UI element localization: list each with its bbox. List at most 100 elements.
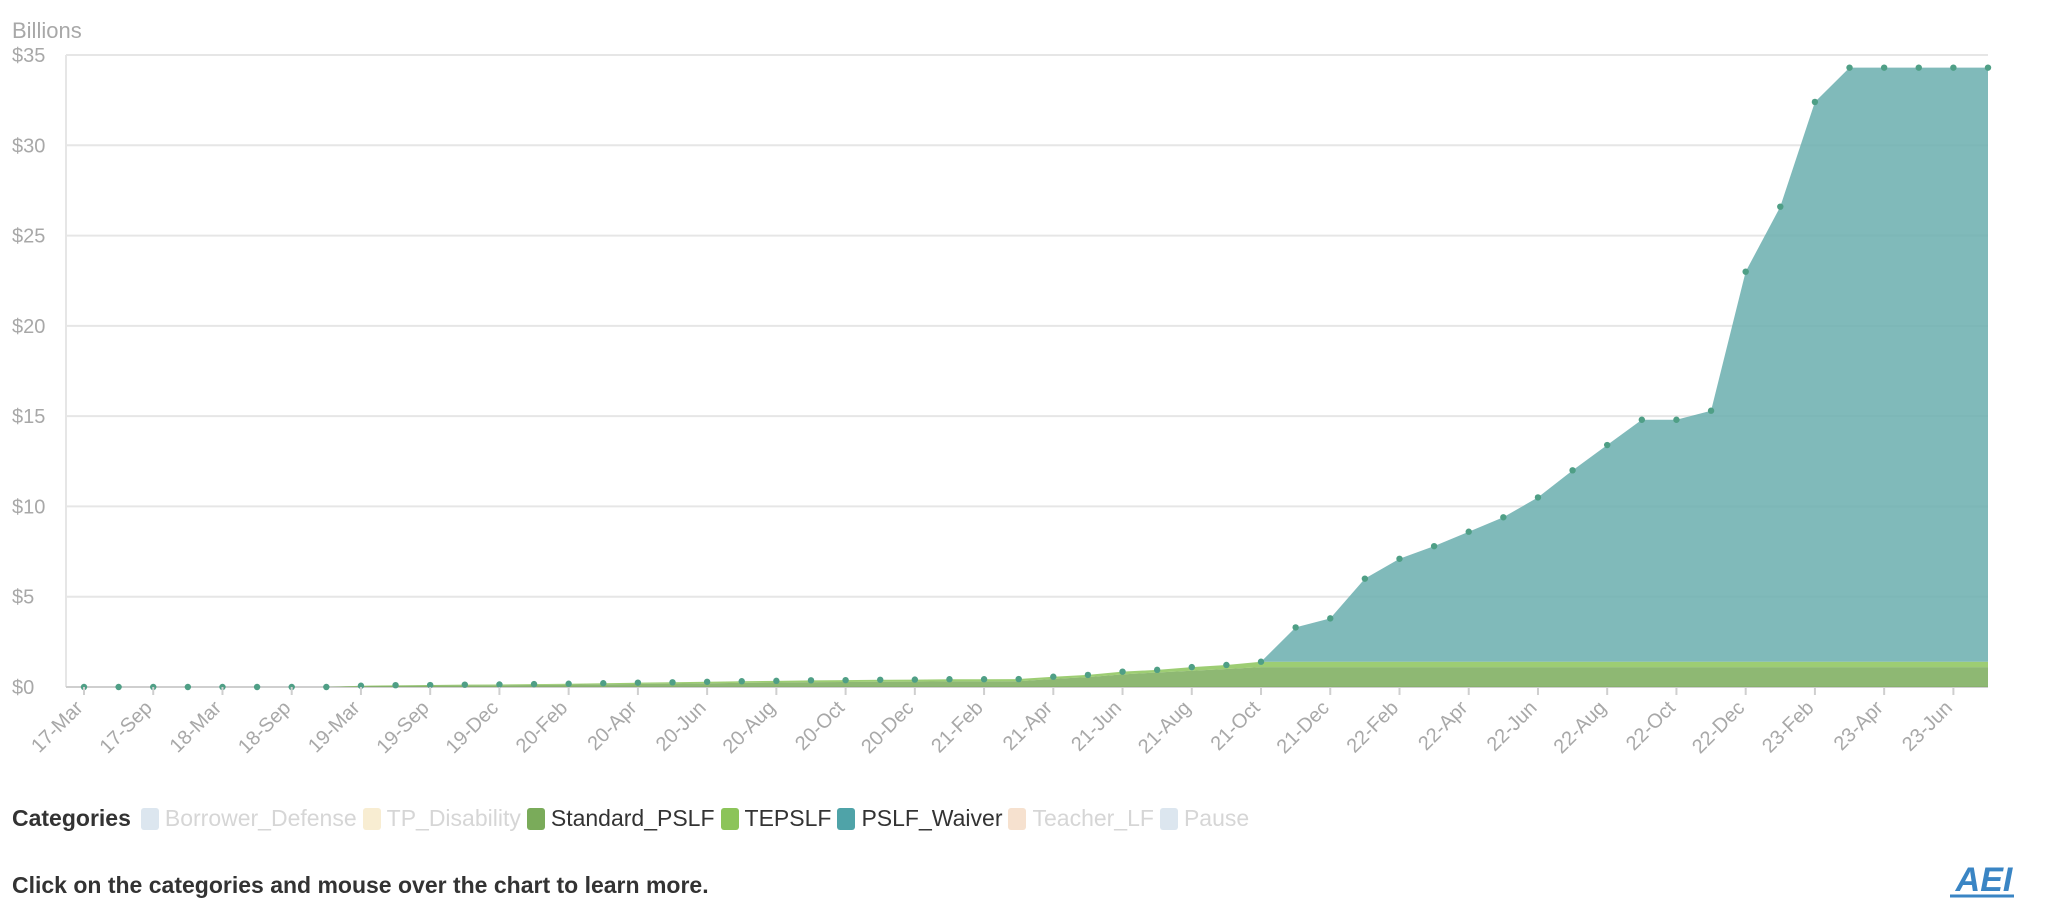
data-point[interactable] [911, 676, 919, 683]
x-tick-label: 22-Feb [1343, 697, 1403, 757]
data-point[interactable] [1223, 661, 1230, 669]
y-tick-label: $5 [12, 587, 34, 609]
data-point[interactable] [1846, 64, 1853, 71]
x-tick-label: 22-Dec [1688, 697, 1749, 758]
data-point[interactable] [1534, 494, 1542, 501]
data-point[interactable] [1257, 658, 1265, 665]
data-point[interactable] [530, 680, 538, 688]
legend-title: Categories [12, 805, 131, 831]
legend-swatch [1008, 807, 1027, 830]
data-point[interactable] [1500, 514, 1507, 521]
data-point[interactable] [496, 681, 503, 688]
x-tick-label: 19-Sep [373, 697, 434, 758]
data-point[interactable] [461, 681, 468, 688]
data-point[interactable] [703, 678, 711, 685]
x-tick-label: 21-Jun [1067, 697, 1126, 756]
data-point[interactable] [1950, 64, 1957, 71]
legend-label: TEPSLF [744, 805, 832, 831]
y-tick-label: $25 [12, 226, 45, 248]
data-point[interactable] [669, 679, 676, 686]
data-point[interactable] [946, 676, 953, 683]
legend-label: Pause [1183, 805, 1250, 831]
data-point[interactable] [1880, 64, 1888, 71]
x-tick-label: 18-Mar [166, 697, 227, 758]
legend-label: TP_Disability [386, 805, 521, 831]
data-point[interactable] [323, 683, 330, 691]
series-areas[interactable] [84, 67, 1988, 687]
y-tick-label: $20 [12, 316, 45, 338]
legend-swatch [1159, 807, 1178, 830]
data-point[interactable] [1361, 575, 1369, 582]
data-point[interactable] [1084, 671, 1092, 679]
data-point[interactable] [1915, 64, 1922, 71]
series-points[interactable] [80, 64, 1992, 691]
legend-item-teacher-lf[interactable]: Teacher_LF [1008, 805, 1154, 832]
legend-label: PSLF_Waiver [861, 805, 1003, 831]
data-point[interactable] [1292, 624, 1299, 631]
data-point[interactable] [1465, 528, 1472, 535]
legend-swatch [140, 807, 159, 830]
data-point[interactable] [773, 677, 780, 685]
y-tick-label: $0 [12, 677, 34, 699]
data-point[interactable] [253, 683, 261, 691]
data-point[interactable] [115, 683, 122, 691]
data-point[interactable] [807, 677, 815, 684]
data-point[interactable] [357, 682, 365, 689]
area-chart[interactable]: Billions $0 $5 $10 $15 $20 $25 $30 $35 17-Mar 17… [0, 0, 2048, 800]
x-tick-label: 20-Dec [857, 697, 918, 758]
data-point[interactable] [1015, 675, 1022, 683]
data-point[interactable] [1188, 663, 1195, 671]
data-point[interactable] [842, 676, 849, 684]
data-point[interactable] [1742, 268, 1749, 275]
legend-item-borrower-defense[interactable]: Borrower_Defense [140, 805, 357, 832]
legend-swatch [837, 807, 856, 830]
x-tick-label: 20-Apr [583, 697, 641, 755]
data-point[interactable] [1707, 407, 1715, 414]
data-point[interactable] [184, 683, 192, 691]
data-point[interactable] [980, 676, 988, 683]
data-point[interactable] [634, 679, 642, 686]
x-tick-label: 20-Jun [652, 697, 711, 756]
x-tick-label: 20-Oct [791, 697, 849, 755]
data-point[interactable] [1050, 673, 1057, 680]
data-point[interactable] [738, 678, 745, 685]
legend-swatch [720, 807, 739, 830]
legend-swatch [526, 807, 545, 830]
data-point[interactable] [1777, 203, 1784, 210]
legend-item-tepslf[interactable]: TEPSLF [720, 805, 832, 832]
data-point[interactable] [426, 681, 434, 689]
data-point[interactable] [1153, 666, 1161, 674]
data-point[interactable] [565, 680, 572, 687]
data-point[interactable] [392, 681, 399, 689]
area-tepslf[interactable] [84, 661, 1988, 687]
data-point[interactable] [1984, 64, 1992, 71]
data-point[interactable] [1638, 416, 1646, 423]
x-tick-label: 21-Aug [1134, 697, 1195, 758]
data-point[interactable] [600, 680, 607, 687]
x-tick-label: 18-Sep [234, 697, 295, 758]
data-point[interactable] [1673, 416, 1680, 423]
data-point[interactable] [1430, 542, 1438, 550]
y-tick-label: $10 [12, 496, 45, 518]
area-standard-pslf[interactable] [84, 667, 1988, 687]
legend-item-pause[interactable]: Pause [1159, 805, 1250, 832]
data-point[interactable] [1604, 441, 1611, 449]
data-point[interactable] [1119, 668, 1126, 675]
legend-swatch [362, 807, 381, 830]
x-tick-label: 22-Aug [1550, 697, 1611, 758]
x-tick-label: 21-Oct [1207, 697, 1265, 755]
data-point[interactable] [1569, 467, 1576, 474]
data-point[interactable] [1396, 555, 1403, 562]
legend-item-standard-pslf[interactable]: Standard_PSLF [526, 805, 715, 832]
legend-item-pslf-waiver[interactable]: PSLF_Waiver [837, 805, 1002, 832]
x-tick-label: 22-Oct [1622, 697, 1680, 755]
area-pslf-waiver[interactable] [84, 67, 1988, 687]
data-point[interactable] [1811, 98, 1819, 106]
data-point[interactable] [1327, 615, 1334, 622]
x-tick-label: 23-Feb [1758, 697, 1818, 757]
x-tick-label: 22-Apr [1414, 697, 1472, 755]
legend-item-tp-disability[interactable]: TP_Disability [362, 805, 521, 832]
data-point[interactable] [877, 676, 884, 683]
x-tick-label: 20-Feb [512, 697, 572, 757]
x-tick-label: 22-Jun [1483, 697, 1542, 756]
